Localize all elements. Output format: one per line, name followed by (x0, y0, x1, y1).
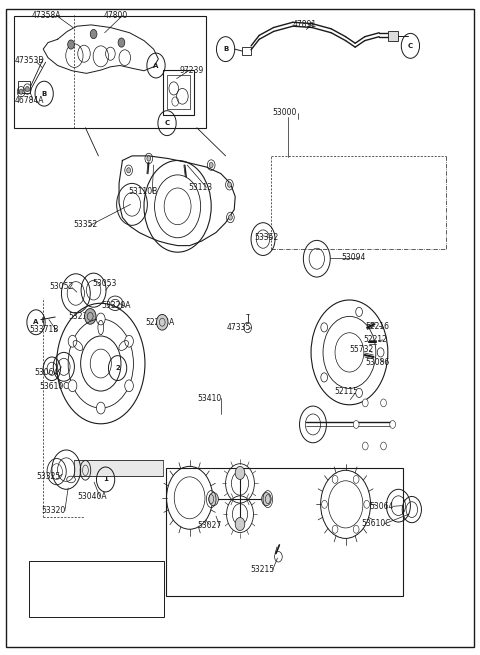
Text: 97239: 97239 (180, 66, 204, 75)
Text: 53052: 53052 (49, 282, 73, 291)
Circle shape (364, 500, 370, 508)
Circle shape (332, 476, 338, 483)
Circle shape (25, 86, 29, 92)
Circle shape (90, 29, 97, 39)
Text: 53236: 53236 (68, 312, 93, 321)
Circle shape (118, 38, 125, 47)
Text: B: B (42, 90, 47, 97)
Circle shape (390, 421, 396, 428)
Circle shape (321, 373, 327, 382)
Text: 52216: 52216 (366, 322, 390, 331)
Text: 53410: 53410 (198, 394, 222, 403)
Circle shape (332, 525, 338, 533)
Text: 53086: 53086 (366, 358, 390, 367)
Text: 53110B: 53110B (128, 187, 157, 196)
Bar (167, 75, 190, 109)
Circle shape (353, 476, 359, 483)
Text: 47358A: 47358A (31, 10, 60, 20)
Circle shape (147, 156, 151, 161)
Circle shape (377, 348, 384, 357)
Text: 53113: 53113 (188, 183, 212, 192)
Text: 53000: 53000 (273, 108, 297, 117)
Circle shape (235, 466, 245, 479)
Text: 53610C: 53610C (39, 382, 69, 391)
Bar (29, 561, 164, 617)
Bar (242, 47, 251, 55)
Text: 52213A: 52213A (145, 318, 174, 328)
Circle shape (68, 335, 77, 347)
Circle shape (96, 313, 105, 325)
Circle shape (362, 399, 368, 407)
Circle shape (84, 309, 96, 324)
Bar (74, 460, 163, 476)
Text: C: C (408, 43, 413, 49)
Circle shape (96, 402, 105, 414)
Text: 1: 1 (103, 476, 108, 483)
Circle shape (381, 399, 386, 407)
Circle shape (235, 517, 245, 531)
Circle shape (19, 89, 23, 94)
Circle shape (68, 40, 74, 49)
Circle shape (125, 380, 133, 392)
Text: 47335: 47335 (227, 323, 251, 332)
Text: 47800: 47800 (103, 10, 128, 20)
Circle shape (209, 162, 213, 168)
Text: 53320: 53320 (42, 506, 66, 515)
Text: B: B (223, 46, 228, 52)
Circle shape (322, 500, 327, 508)
Circle shape (356, 388, 362, 398)
Text: 53320A: 53320A (102, 301, 131, 310)
Text: 2: 2 (115, 365, 120, 371)
Text: NOTE: NOTE (35, 568, 58, 577)
Bar (163, 70, 194, 115)
Text: 53053: 53053 (93, 279, 117, 288)
Text: 53064: 53064 (35, 367, 59, 377)
Circle shape (209, 493, 218, 506)
Text: 53371B: 53371B (30, 325, 59, 334)
Circle shape (381, 442, 386, 450)
Circle shape (353, 525, 359, 533)
Circle shape (353, 421, 359, 428)
Circle shape (68, 380, 77, 392)
Circle shape (228, 215, 232, 220)
Text: 53215: 53215 (251, 565, 275, 574)
Bar (166, 468, 403, 596)
Text: 47353B: 47353B (14, 56, 44, 66)
Text: 53610C: 53610C (361, 519, 390, 529)
Circle shape (156, 314, 168, 330)
Text: 47891: 47891 (293, 20, 317, 29)
Text: C: C (165, 120, 169, 126)
Bar (18, 81, 30, 93)
Bar (14, 16, 206, 128)
Text: 53352: 53352 (73, 220, 97, 229)
Text: 46784A: 46784A (14, 96, 44, 105)
Text: A: A (33, 319, 39, 326)
Bar (388, 31, 398, 41)
Circle shape (125, 335, 133, 347)
Text: A: A (153, 62, 159, 69)
Circle shape (321, 323, 327, 332)
Text: 53094: 53094 (342, 253, 366, 262)
Text: 53064: 53064 (370, 502, 394, 511)
Circle shape (228, 182, 231, 187)
Text: 53325: 53325 (36, 472, 60, 481)
Circle shape (362, 442, 368, 450)
Circle shape (356, 307, 362, 316)
Text: 53352: 53352 (254, 233, 279, 242)
Circle shape (127, 168, 131, 173)
Text: THE NO.53210A: ①~②: THE NO.53210A: ①~② (35, 596, 120, 605)
Circle shape (262, 493, 271, 506)
Text: 53027: 53027 (198, 521, 222, 531)
Text: 52212: 52212 (363, 335, 387, 344)
Text: 55732: 55732 (349, 345, 373, 354)
Text: 53040A: 53040A (78, 492, 108, 501)
Text: 52115: 52115 (335, 387, 359, 396)
